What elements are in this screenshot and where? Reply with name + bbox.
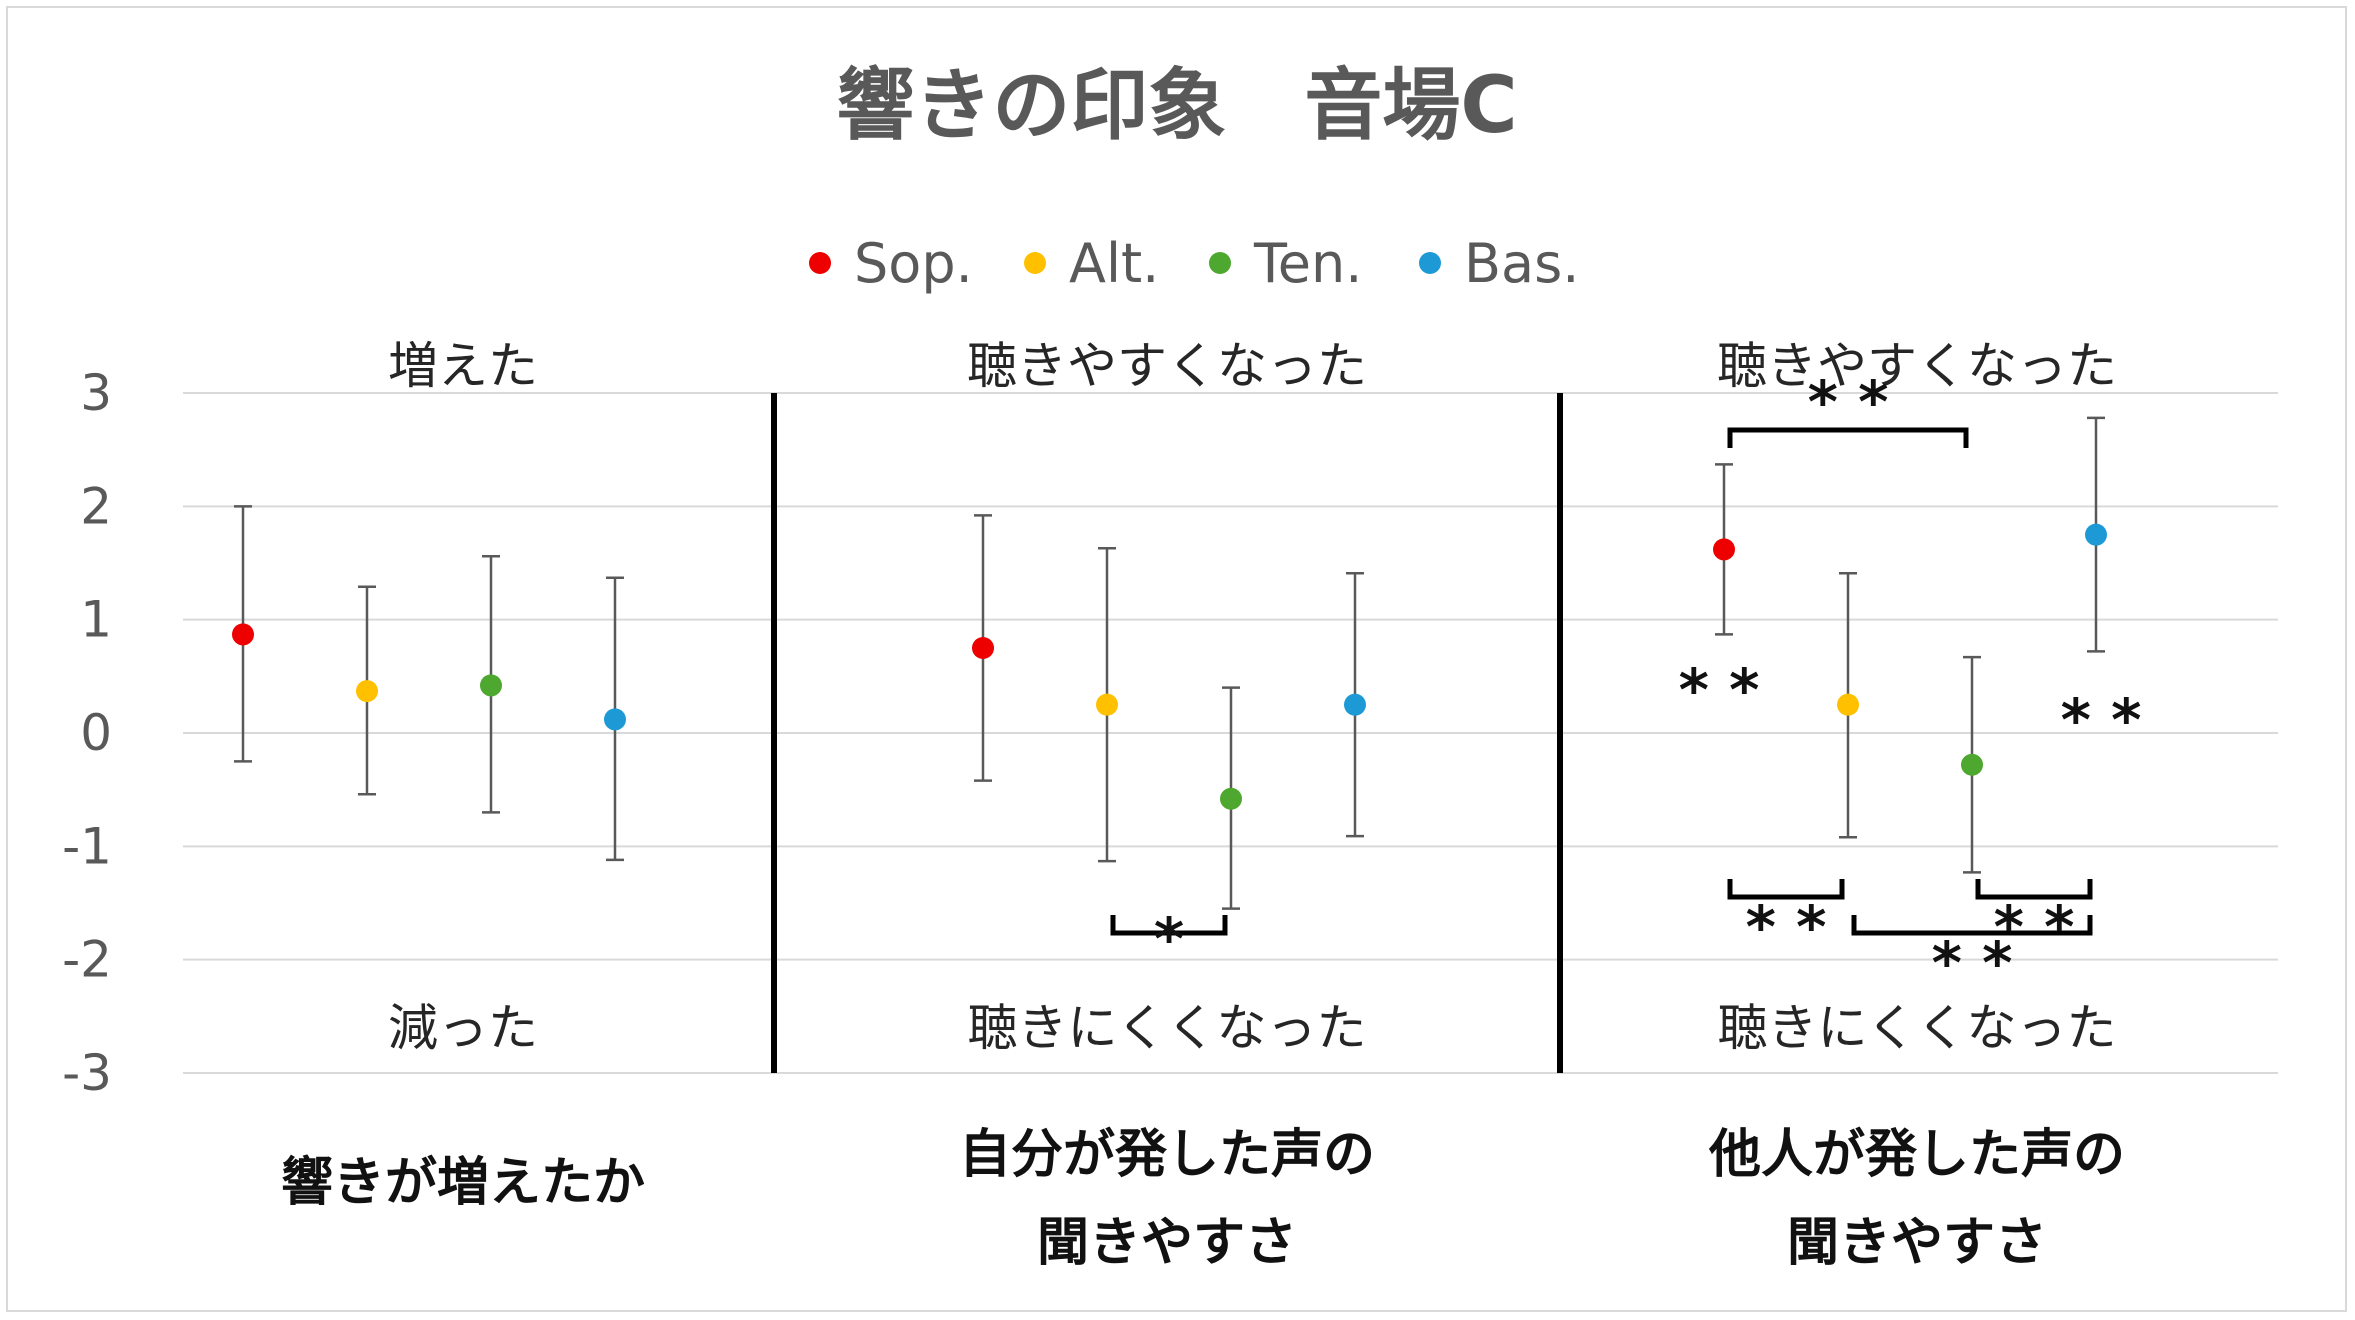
error-bars <box>234 416 2105 910</box>
y-tick-label: 1 <box>80 591 112 649</box>
significance-bracket <box>1975 879 2093 900</box>
legend-label: Alt. <box>1069 232 1159 295</box>
legend-marker <box>1419 252 1441 274</box>
chart-title: 響きの印象 音場C <box>836 61 1517 151</box>
data-point <box>972 637 994 659</box>
legend-marker <box>1209 252 1231 274</box>
legend-marker <box>1024 252 1046 274</box>
scale-bottom-label: 聴きにくくなった <box>968 999 1367 1057</box>
significance-label: * <box>1154 905 1184 973</box>
significance-label: * * <box>1746 893 1827 961</box>
category-label: 自分が発した声の <box>959 1125 1375 1185</box>
significance-bracket <box>1851 915 2093 936</box>
significance-point-label: * * <box>1679 656 1760 724</box>
data-point <box>1837 693 1859 716</box>
data-point <box>1220 787 1242 810</box>
legend-label: Sop. <box>854 232 973 295</box>
y-tick-label: -2 <box>62 931 112 989</box>
y-tick-label: 3 <box>80 364 112 422</box>
scale-bottom-label: 減った <box>388 999 538 1057</box>
y-axis: 3 2 1 0 -1 -2 -3 <box>62 364 112 1102</box>
y-tick-label: -1 <box>62 817 112 875</box>
legend-marker <box>809 252 831 274</box>
category-label: 他人が発した声の <box>1708 1125 2125 1185</box>
scale-bottom-label: 聴きにくくなった <box>1718 999 2117 1057</box>
data-point <box>1096 693 1118 716</box>
data-point <box>1961 753 1983 776</box>
scale-top-label: 聴きやすくなった <box>967 337 1367 395</box>
y-tick-label: -3 <box>62 1044 112 1102</box>
significance-bracket <box>1727 427 1969 448</box>
data-point <box>2085 523 2107 546</box>
data-point <box>232 623 254 646</box>
data-point <box>604 708 626 731</box>
legend-label: Ten. <box>1253 232 1362 295</box>
scale-top-label: 増えた <box>388 337 538 395</box>
data-point <box>356 680 378 703</box>
legend-label: Bas. <box>1464 232 1579 295</box>
data-point <box>1713 538 1735 561</box>
significance-bracket <box>1727 879 1845 900</box>
category-label: 聞きやすさ <box>1787 1213 2047 1273</box>
data-points <box>232 523 2107 810</box>
category-label: 聞きやすさ <box>1037 1213 1297 1273</box>
data-point <box>480 674 502 697</box>
panel-labels: 増えた減った響きが増えたか聴きやすくなった聴きにくくなった自分が発した声の聞きや… <box>281 337 2125 1273</box>
legend: Sop. Alt. Ten. Bas. <box>809 232 1579 295</box>
significance-point-label: * * <box>2061 686 2142 754</box>
significance-label: * * <box>1994 893 2075 961</box>
scale-top-label: 聴きやすくなった <box>1717 337 2117 395</box>
chart-frame <box>6 6 2347 1312</box>
gridlines <box>183 392 2278 1074</box>
significance-label: * * <box>1932 929 2013 997</box>
significance-marks: ** ** ** ** ** * * * <box>1110 368 2142 997</box>
y-tick-label: 0 <box>80 704 112 762</box>
y-tick-label: 2 <box>80 477 112 535</box>
data-point <box>1344 693 1366 716</box>
category-label: 響きが増えたか <box>281 1153 645 1213</box>
panel-dividers <box>771 393 1563 1073</box>
significance-label: * * <box>1808 368 1889 436</box>
significance-bracket <box>1110 915 1228 936</box>
